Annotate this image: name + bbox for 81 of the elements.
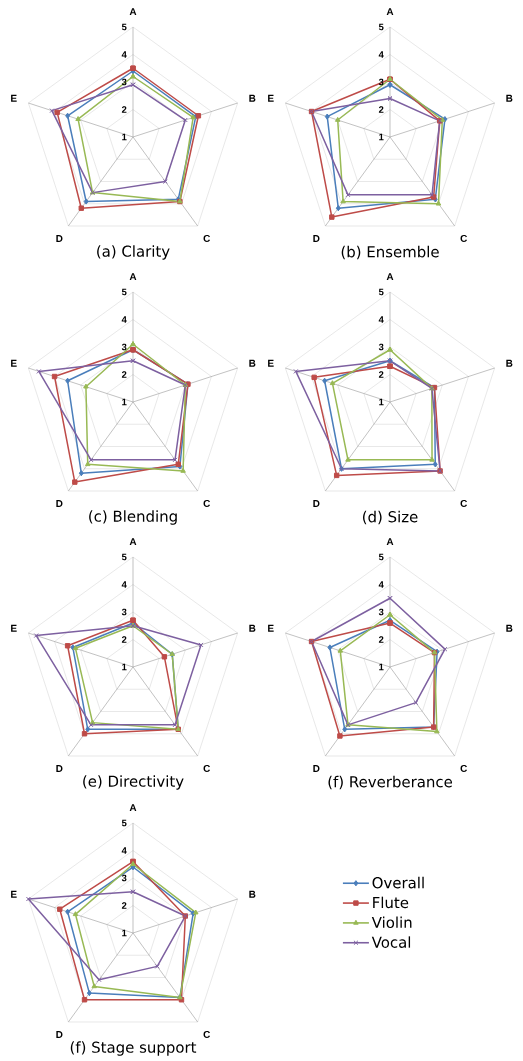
spoke-label: E — [11, 624, 17, 632]
y-tick-label: 1 — [379, 133, 384, 141]
y-tick-label: 2 — [378, 106, 384, 113]
spoke-label: B — [249, 94, 256, 102]
y-tick-label: 3 — [121, 78, 127, 86]
spoke-label: A — [129, 273, 137, 281]
spoke-label: A — [386, 8, 394, 16]
y-tick-label: 3 — [378, 608, 384, 616]
y-tick-label: 1 — [379, 398, 384, 406]
spoke-label: E — [11, 359, 17, 367]
y-tick-label: 1 — [122, 133, 127, 141]
spoke-label: B — [249, 359, 256, 367]
text: (f) Stage support — [70, 1041, 197, 1056]
text: (b) Ensemble — [341, 245, 439, 260]
spoke-label: A — [129, 8, 137, 16]
y-tick-label: 4 — [378, 51, 384, 58]
spoke-label: B — [506, 94, 513, 102]
y-tick-label: 1 — [122, 398, 127, 406]
spoke-label: D — [56, 765, 63, 772]
legend-label: Overall — [372, 876, 424, 889]
y-tick-label: 5 — [121, 288, 127, 296]
y-tick-label: 5 — [121, 819, 127, 827]
y-tick-label: 4 — [121, 51, 127, 58]
text: (f) Reverberance — [328, 775, 453, 790]
y-tick-label: 1 — [379, 663, 384, 671]
spoke-label: B — [506, 624, 513, 632]
y-tick-label: 5 — [378, 288, 384, 296]
spoke-label: D — [313, 235, 320, 242]
spoke-label: E — [268, 94, 274, 102]
y-tick-label: 5 — [121, 23, 127, 31]
y-tick-label: 4 — [378, 316, 384, 323]
y-tick-label: 4 — [378, 581, 384, 588]
y-tick-label: 1 — [122, 929, 127, 937]
y-tick-label: 2 — [378, 636, 384, 643]
y-tick-label: 3 — [121, 608, 127, 616]
spoke-label: E — [268, 359, 274, 367]
spoke-label: B — [249, 890, 256, 898]
spoke-label: A — [129, 538, 137, 546]
y-tick-label: 5 — [378, 23, 384, 31]
spoke-label: A — [129, 804, 137, 812]
spoke-label: A — [386, 273, 394, 281]
spoke-label: B — [249, 624, 256, 632]
y-tick-label: 2 — [121, 902, 127, 909]
y-tick-label: 4 — [121, 847, 127, 854]
spoke-label: C — [203, 499, 211, 507]
spoke-label: C — [460, 499, 468, 507]
spoke-label: E — [11, 890, 17, 898]
spoke-label: C — [460, 234, 468, 242]
text: (a) Clarity — [97, 245, 170, 260]
spoke-label: D — [56, 235, 63, 242]
y-tick-label: 2 — [121, 636, 127, 643]
y-tick-label: 2 — [121, 371, 127, 378]
spoke-label: C — [460, 764, 468, 772]
y-tick-label: 2 — [121, 106, 127, 113]
spoke-label: A — [386, 538, 394, 546]
y-tick-label: 3 — [121, 343, 127, 351]
spoke-label: D — [56, 500, 63, 507]
spoke-label: C — [203, 1030, 211, 1038]
text: (c) Blending — [89, 510, 177, 525]
y-tick-label: 5 — [121, 553, 127, 561]
y-tick-label: 4 — [121, 316, 127, 323]
y-tick-label: 1 — [122, 663, 127, 671]
spoke-label: E — [11, 94, 17, 102]
y-tick-label: 3 — [378, 343, 384, 351]
y-tick-label: 5 — [378, 553, 384, 561]
text: (e) Directivity — [83, 775, 184, 790]
spoke-label: D — [56, 1031, 63, 1038]
spoke-label: D — [313, 500, 320, 507]
spoke-label: C — [203, 234, 211, 242]
y-tick-label: 2 — [378, 371, 384, 378]
legend-label: Vocal — [371, 936, 411, 948]
y-tick-label: 4 — [121, 581, 127, 588]
text: (d) Size — [363, 510, 418, 525]
y-tick-label: 3 — [121, 874, 127, 882]
y-tick-label: 3 — [378, 78, 384, 86]
legend-label: Flute — [373, 896, 409, 909]
spoke-label: C — [203, 764, 211, 772]
spoke-label: D — [313, 765, 320, 772]
spoke-label: E — [268, 624, 274, 632]
legend-label: Violin — [371, 916, 412, 929]
spoke-label: B — [506, 359, 513, 367]
